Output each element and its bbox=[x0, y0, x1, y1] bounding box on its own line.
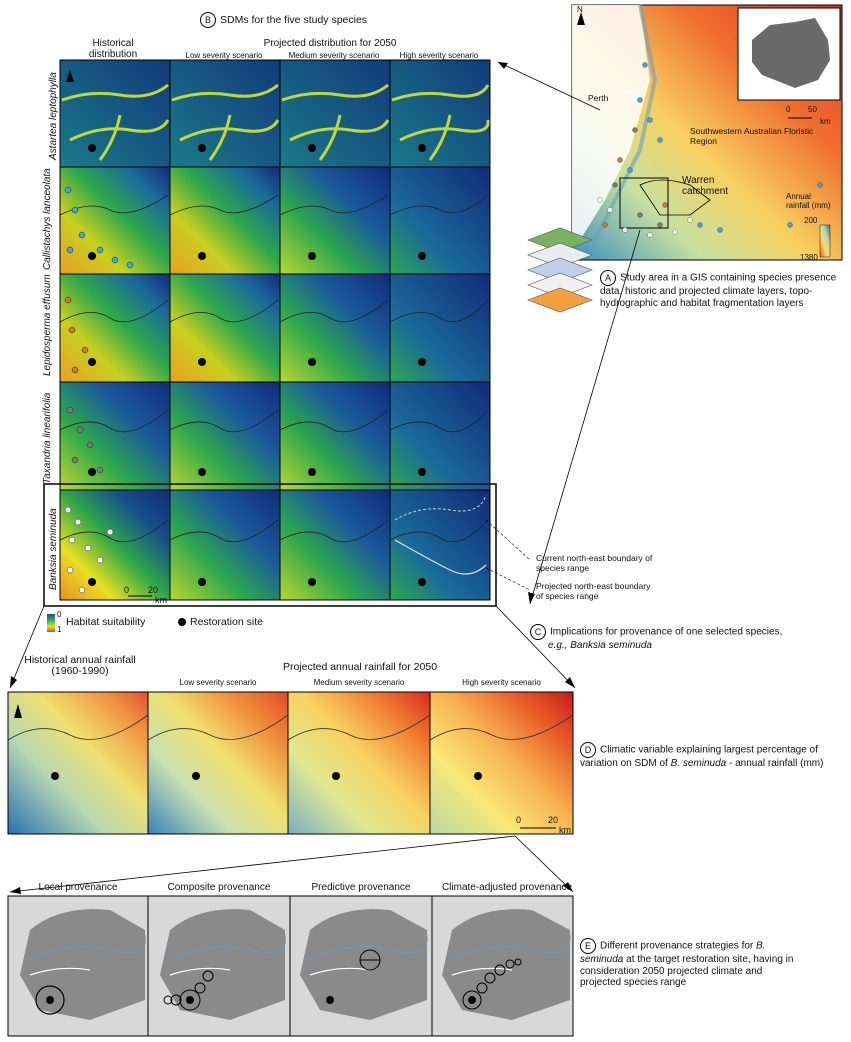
scale-b-dist: 20 bbox=[148, 585, 159, 595]
sdm-row-astartea bbox=[60, 60, 490, 167]
inset-scale-zero: 0 bbox=[786, 105, 791, 114]
section-e-letter: E bbox=[580, 938, 596, 954]
scenario-low-d: Low severity scenario bbox=[179, 678, 257, 687]
section-e-text: E Different provenance strategies for B. … bbox=[580, 938, 800, 989]
restoration-legend-label: Restoration site bbox=[190, 616, 263, 628]
banksia-highlight-box bbox=[43, 483, 497, 607]
species-label-astartea: Astartea leptophylla bbox=[48, 72, 59, 160]
species-label-callistachys: Callistachys lanceolata bbox=[42, 168, 53, 270]
section-b-title: B SDMs for the five study species bbox=[200, 12, 367, 28]
col-historical-header: Historical distribution bbox=[88, 38, 138, 60]
prov-title-composite: Composite provenance bbox=[167, 882, 271, 893]
species-label-lepidosperma: Lepidosperma effusum bbox=[42, 274, 53, 376]
projected-header: Projected distribution for 2050 bbox=[263, 38, 397, 49]
scenario-low-b: Low severity scenario bbox=[185, 51, 263, 60]
map-label-perth-1: Perth bbox=[588, 93, 609, 103]
section-a-text: A Study area in a GIS containing species … bbox=[600, 270, 845, 309]
inset-scale-dist: 50 bbox=[808, 105, 817, 114]
prov-title-local: Local provenance bbox=[38, 882, 118, 893]
section-c-letter: C bbox=[530, 624, 546, 640]
scale-b-unit: km bbox=[155, 595, 167, 605]
section-c-italic: e.g., Banksia seminuda bbox=[548, 640, 652, 651]
scenario-medium-b: Medium severity scenario bbox=[288, 51, 380, 60]
sdm-callistachys-hist bbox=[60, 167, 170, 274]
map-label-catchment: Warren catchment bbox=[682, 175, 729, 197]
rainfall-legend-title: Annual rainfall (mm) bbox=[786, 192, 831, 210]
habitat-legend-max: 0 bbox=[57, 610, 62, 619]
scale-b-zero: 0 bbox=[124, 585, 130, 595]
rain-proj-title: Projected annual rainfall for 2050 bbox=[282, 661, 438, 673]
section-c-text: C Implications for provenance of one sele… bbox=[530, 624, 830, 652]
boundary-current-note: Current north-east boundary of species r… bbox=[536, 553, 653, 573]
map-north-a: N bbox=[577, 5, 583, 14]
map-label-region: Southwestern Australian Floristic Region bbox=[690, 126, 814, 146]
inset-scale-unit: km bbox=[820, 117, 831, 126]
species-label-banksia: Banksia seminuda bbox=[48, 508, 59, 590]
scale-d-zero: 0 bbox=[516, 815, 522, 825]
section-d-letter: D bbox=[580, 742, 596, 758]
section-b-letter: B bbox=[200, 12, 216, 28]
scenario-medium-d: Medium severity scenario bbox=[313, 678, 405, 687]
prov-title-climate-adjusted: Climate-adjusted provenance bbox=[441, 882, 573, 893]
habitat-legend-min: 1 bbox=[57, 625, 62, 634]
boundary-projected-note: Projected north-east boundary of species… bbox=[536, 581, 651, 601]
scenario-high-b: High severity scenario bbox=[399, 51, 479, 60]
prov-title-predictive: Predictive provenance bbox=[311, 882, 411, 893]
scale-d-dist: 20 bbox=[548, 815, 559, 825]
rain-hist-title: Historical annual rainfall (1960-1990) bbox=[24, 654, 136, 677]
species-label-taxandria: Taxandria linearifolia bbox=[42, 392, 53, 484]
section-d-text: D Climatic variable explaining largest pe… bbox=[580, 742, 840, 770]
scenario-high-d: High severity scenario bbox=[462, 678, 541, 687]
habitat-legend-label: Habitat suitability bbox=[66, 616, 146, 628]
rainfall-legend-max: 200 bbox=[804, 216, 818, 225]
scale-d-unit: km bbox=[559, 825, 571, 835]
rainfall-legend-min: 1380 bbox=[800, 253, 818, 262]
map-label-perth-2: Perth bbox=[618, 87, 640, 97]
section-a-letter: A bbox=[600, 270, 616, 286]
